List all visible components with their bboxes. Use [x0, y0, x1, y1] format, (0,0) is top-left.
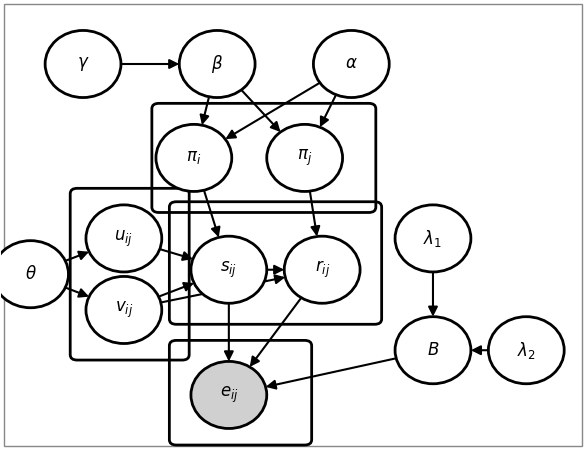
Text: $v_{ij}$: $v_{ij}$ — [115, 300, 133, 320]
Text: $\lambda_2$: $\lambda_2$ — [517, 340, 536, 361]
Ellipse shape — [395, 205, 471, 272]
Text: $\theta$: $\theta$ — [25, 265, 36, 283]
Text: $B$: $B$ — [427, 342, 439, 359]
Text: $\beta$: $\beta$ — [211, 53, 223, 75]
Ellipse shape — [314, 31, 389, 98]
Text: $\lambda_1$: $\lambda_1$ — [424, 228, 442, 249]
Ellipse shape — [179, 31, 255, 98]
Text: $\alpha$: $\alpha$ — [345, 55, 357, 72]
Text: $u_{ij}$: $u_{ij}$ — [114, 228, 134, 248]
Ellipse shape — [86, 276, 162, 343]
Ellipse shape — [45, 31, 121, 98]
Ellipse shape — [284, 236, 360, 303]
Ellipse shape — [86, 205, 162, 272]
Text: $\pi_j$: $\pi_j$ — [297, 148, 312, 168]
Ellipse shape — [0, 241, 69, 308]
Ellipse shape — [395, 317, 471, 384]
Ellipse shape — [191, 361, 267, 428]
Ellipse shape — [191, 236, 267, 303]
Ellipse shape — [488, 317, 564, 384]
Text: $\gamma$: $\gamma$ — [77, 55, 89, 73]
Ellipse shape — [267, 124, 343, 191]
Text: $\pi_i$: $\pi_i$ — [186, 149, 202, 166]
Text: $s_{ij}$: $s_{ij}$ — [220, 260, 237, 280]
Text: $e_{ij}$: $e_{ij}$ — [220, 385, 238, 405]
Ellipse shape — [156, 124, 231, 191]
Text: $r_{ij}$: $r_{ij}$ — [315, 259, 330, 280]
